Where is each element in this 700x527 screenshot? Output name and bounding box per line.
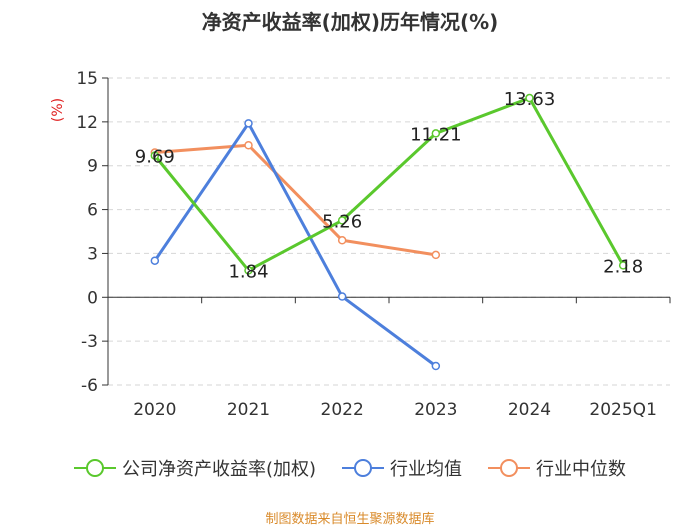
- data-label: 11.21: [410, 124, 462, 145]
- series-line-0: [153, 96, 625, 272]
- source-note: 制图数据来自恒生聚源数据库: [265, 512, 435, 527]
- data-label: 2.18: [603, 256, 643, 277]
- y-axis-ticks: 15 12 9 6 3 0 -3 -6: [76, 69, 98, 396]
- legend-marker-industry-median: [488, 459, 531, 477]
- x-tick-label: 2024: [508, 400, 551, 420]
- series-lines: [150, 93, 628, 371]
- y-tick-label: -6: [81, 376, 98, 396]
- x-tick-label: 2022: [321, 400, 364, 420]
- legend-marker-company: [73, 459, 116, 477]
- data-label: 1.84: [228, 261, 268, 282]
- y-tick-label: 12: [76, 113, 98, 133]
- data-point: [150, 151, 160, 160]
- x-tick-label: 2020: [133, 400, 176, 420]
- data-point: [337, 216, 347, 225]
- y-tick-label: 15: [76, 69, 98, 89]
- data-point: [244, 266, 253, 275]
- legend: 公司净资产收益率(加权) 行业均值 行业中位数: [0, 455, 700, 481]
- x-tick-label: 2025Q1: [589, 400, 656, 420]
- legend-item-industry-median[interactable]: 行业中位数: [488, 455, 626, 481]
- data-point: [337, 236, 347, 245]
- data-point: [618, 261, 628, 270]
- data-point: [431, 361, 441, 371]
- y-tick-label: 6: [87, 201, 98, 221]
- data-label: 9.69: [135, 147, 175, 168]
- data-point: [150, 256, 160, 265]
- y-tick-label: -3: [81, 332, 98, 352]
- data-point: [431, 250, 441, 260]
- x-tick-label: 2023: [414, 400, 457, 420]
- data-point: [244, 119, 253, 128]
- legend-label-industry-median: 行业中位数: [536, 459, 627, 480]
- series-line-2: [154, 143, 437, 257]
- legend-marker-industry-mean: [342, 459, 385, 477]
- data-labels: 9.69 1.84 5.26 11.21 13.63 2.18: [135, 89, 643, 282]
- data-label: 5.26: [322, 211, 362, 232]
- x-axis-ticks: 2020 2021 2022 2023 2024 2025Q1: [133, 400, 657, 420]
- legend-item-company[interactable]: 公司净资产收益率(加权): [73, 455, 317, 481]
- legend-label-company: 公司净资产收益率(加权): [121, 459, 317, 480]
- legend-label-industry-mean: 行业均值: [390, 459, 463, 480]
- y-tick-label: 0: [87, 288, 98, 308]
- gridlines: [108, 77, 670, 386]
- y-tick-label: 3: [87, 244, 98, 264]
- data-point: [244, 140, 253, 150]
- axes: [102, 77, 671, 386]
- series-line-1: [153, 121, 437, 368]
- y-tick-label: 9: [87, 157, 98, 177]
- legend-item-industry-mean[interactable]: 行业均值: [342, 455, 462, 481]
- data-point: [431, 129, 441, 138]
- x-tick-label: 2021: [227, 400, 270, 420]
- data-point: [337, 292, 347, 301]
- y-axis-label: (%): [50, 98, 66, 122]
- chart-title: 净资产收益率(加权)历年情况(%): [201, 10, 499, 34]
- data-point: [525, 93, 534, 103]
- data-label: 13.63: [504, 89, 556, 110]
